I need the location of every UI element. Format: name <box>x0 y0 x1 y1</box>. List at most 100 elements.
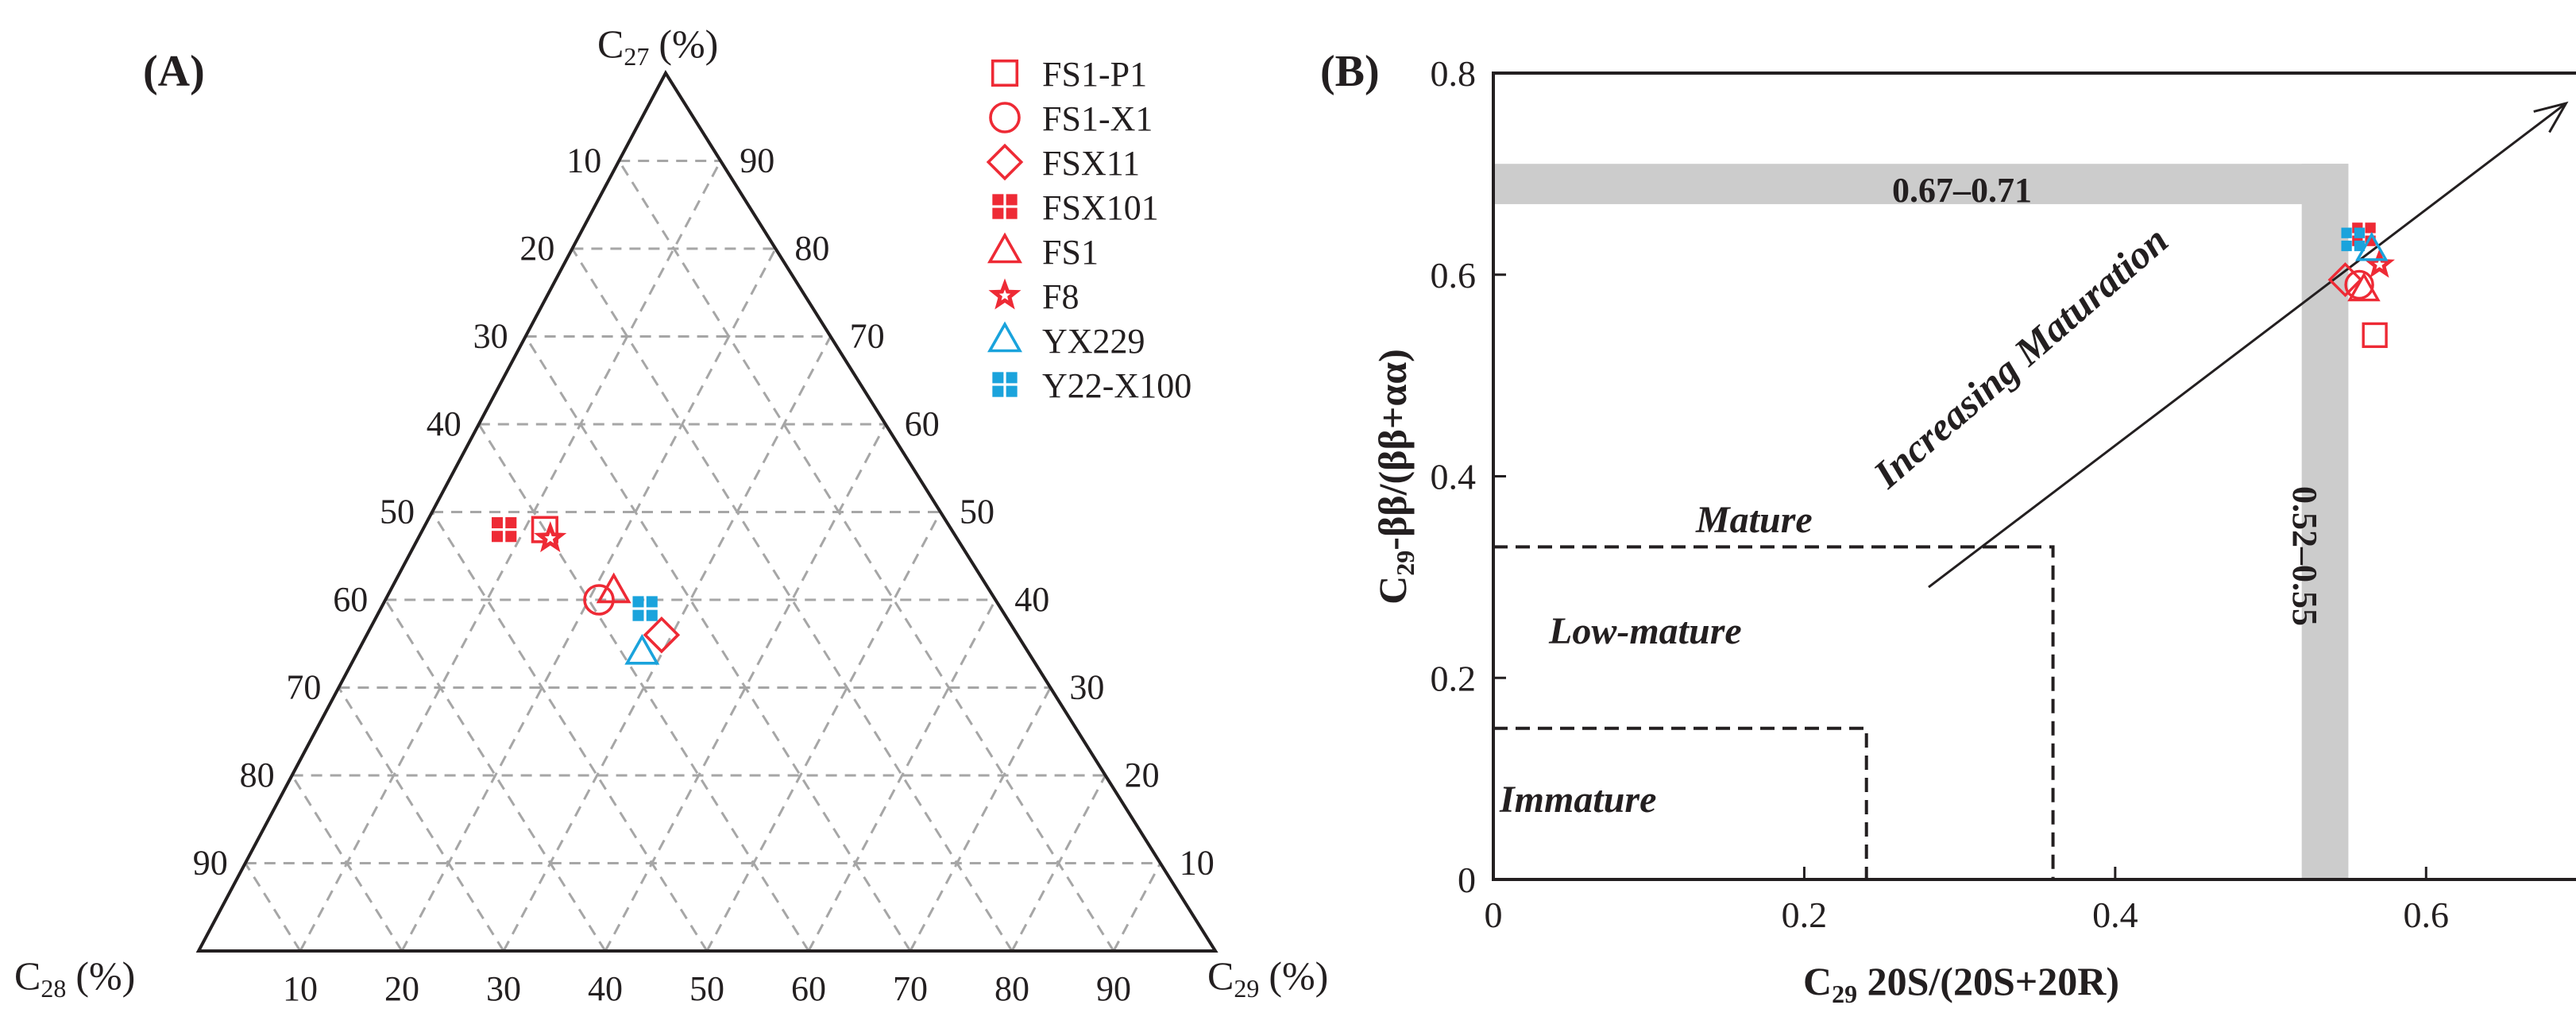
tick-label-right: 50 <box>960 493 994 531</box>
apex-right-sub: 29 <box>1234 974 1259 1003</box>
apex-left-label: C28 (%) <box>14 953 135 1003</box>
y-tick-label: 0.8 <box>1431 53 1477 94</box>
tick-label-left: 90 <box>193 844 228 883</box>
legend-item-f8: F8 <box>988 277 1079 316</box>
ternary-frame <box>195 70 1218 953</box>
legend-label: F8 <box>1042 277 1079 316</box>
ternary-point-fsx101 <box>491 516 517 543</box>
apex-right-label: C29 (%) <box>1207 953 1328 1003</box>
x-tick-label: 0.2 <box>1782 895 1828 935</box>
legend-item-fs1-x1: FS1-X1 <box>989 99 1153 138</box>
y-axis-title-sub: 29 <box>1391 551 1419 576</box>
tick-label-right: 10 <box>1180 844 1215 883</box>
panel-a-label: (A) <box>143 47 205 96</box>
x-tick-label: 0.6 <box>2404 895 2450 935</box>
zone-low-mature-label: Low-mature <box>1548 610 1742 652</box>
legend-marker-y22-x100 <box>992 372 1018 397</box>
apex-top-base: C <box>597 21 624 66</box>
x-axis-title-base: C <box>1803 959 1832 1003</box>
band-vertical <box>2301 164 2349 879</box>
ternary-point-fs1-x1 <box>583 584 615 616</box>
zone-boundary-low-mature <box>1493 545 2055 879</box>
apex-left-sub: 28 <box>41 974 66 1003</box>
maturation-arrow <box>1928 101 2569 589</box>
tick-label-bottom: 20 <box>384 969 419 1008</box>
maturity-point-fs1-p1 <box>2362 322 2388 349</box>
legend-marker-f8 <box>988 278 1022 310</box>
grid-line-c29 <box>502 335 832 952</box>
legend-marker-fs1-p1 <box>991 59 1019 87</box>
zone-mature-label: Mature <box>1695 499 1813 541</box>
maturity-point-fsx11 <box>2327 262 2363 298</box>
grid-line-c28 <box>291 775 404 952</box>
apex-left-unit: (%) <box>75 953 135 998</box>
y-tick-label: 0.4 <box>1431 457 1477 497</box>
grid-line-c28 <box>244 862 302 952</box>
y-axis-title: C29-ββ/(ββ+αα) <box>1370 349 1419 605</box>
tick-label-right: 20 <box>1125 756 1160 794</box>
ternary-point-f8 <box>534 521 567 553</box>
tick-label-left: 80 <box>240 756 275 794</box>
legend: FS1-P1 FS1-X1 FSX11 FSX101 FS1 F8 YX229 Y22-X10… <box>986 55 1191 405</box>
apex-left-base: C <box>14 953 41 998</box>
x-axis-title-sub: 29 <box>1832 980 1857 1008</box>
maturity-points <box>2327 222 2395 349</box>
legend-label: FS1 <box>1042 233 1099 272</box>
grid-line-c29 <box>909 686 1052 952</box>
apex-top-unit: (%) <box>658 21 718 66</box>
tick-label-right: 90 <box>740 141 774 180</box>
tick-label-bottom: 90 <box>1096 969 1131 1008</box>
panel-b-label: (B) <box>1320 47 1380 96</box>
tick-label-bottom: 30 <box>486 969 521 1008</box>
tick-label-right: 60 <box>905 404 940 443</box>
maturity-point-fs1-x1 <box>2344 269 2374 300</box>
y-axis-title-rest: -ββ/(ββ+αα) <box>1370 349 1415 551</box>
legend-marker-fs1 <box>987 232 1022 264</box>
grid-line-c29 <box>299 160 722 952</box>
x-axis-title-rest: 20S/(20S+20R) <box>1857 959 2119 1003</box>
legend-item-fsx11: FSX11 <box>986 143 1140 183</box>
legend-label: FSX11 <box>1042 144 1140 183</box>
tick-label-bottom: 40 <box>588 969 623 1008</box>
tick-label-bottom: 10 <box>283 969 318 1008</box>
equilibrium-bands <box>1493 164 2349 879</box>
arrow-head <box>2533 101 2569 133</box>
maturity-zones <box>1493 545 2055 879</box>
zone-boundary-immature <box>1493 726 1868 879</box>
y-tick-label: 0.2 <box>1431 658 1477 698</box>
legend-label: Y22-X100 <box>1042 366 1191 405</box>
ternary-tick-labels: 10 90 10 20 80 20 30 70 30 40 60 40 50 50 50 60 40 60 70 30… <box>193 141 1215 1009</box>
tick-label-bottom: 80 <box>994 969 1029 1008</box>
legend-label: FS1-P1 <box>1042 55 1147 94</box>
axis-ticks: 0 0.2 0.4 0.6 0.8 0 0.2 0.4 0.6 <box>1431 53 2450 935</box>
ternary-point-fs1 <box>596 572 631 604</box>
legend-marker-yx229 <box>987 321 1022 353</box>
legend-marker-fsx11 <box>986 143 1024 181</box>
apex-right-unit: (%) <box>1269 953 1328 998</box>
grid-line-c28 <box>338 686 505 952</box>
legend-item-fs1-p1: FS1-P1 <box>991 55 1147 94</box>
legend-label: YX229 <box>1042 322 1145 361</box>
legend-label: FSX101 <box>1042 188 1159 227</box>
legend-marker-fsx101 <box>992 194 1018 219</box>
grid-line-c28 <box>617 160 1115 952</box>
ternary-panel: (A) 10 90 10 20 80 20 30 70 30 40 60 40 50 50 50 60 40 60… <box>14 21 1328 1008</box>
tick-label-left: 30 <box>473 317 508 356</box>
grid-line-c28 <box>384 599 607 952</box>
tick-label-right: 30 <box>1069 668 1104 707</box>
legend-label: FS1-X1 <box>1042 99 1153 138</box>
tick-label-right: 70 <box>850 317 885 356</box>
grid-line-c29 <box>1112 862 1162 952</box>
maturity-point-fs1 <box>2347 272 2381 302</box>
tick-label-right: 40 <box>1014 580 1049 619</box>
y-tick-label: 0 <box>1458 860 1476 900</box>
tick-label-right: 80 <box>794 229 829 268</box>
band-h-label: 0.67–0.71 <box>1892 171 2032 210</box>
band-horizontal <box>1493 164 2349 204</box>
ternary-point-yx229 <box>624 633 660 665</box>
grid-line-c29 <box>1010 775 1106 952</box>
ternary-point-fsx11 <box>643 616 681 654</box>
grid-line-c28 <box>571 248 1014 952</box>
tick-label-left: 10 <box>566 141 601 180</box>
